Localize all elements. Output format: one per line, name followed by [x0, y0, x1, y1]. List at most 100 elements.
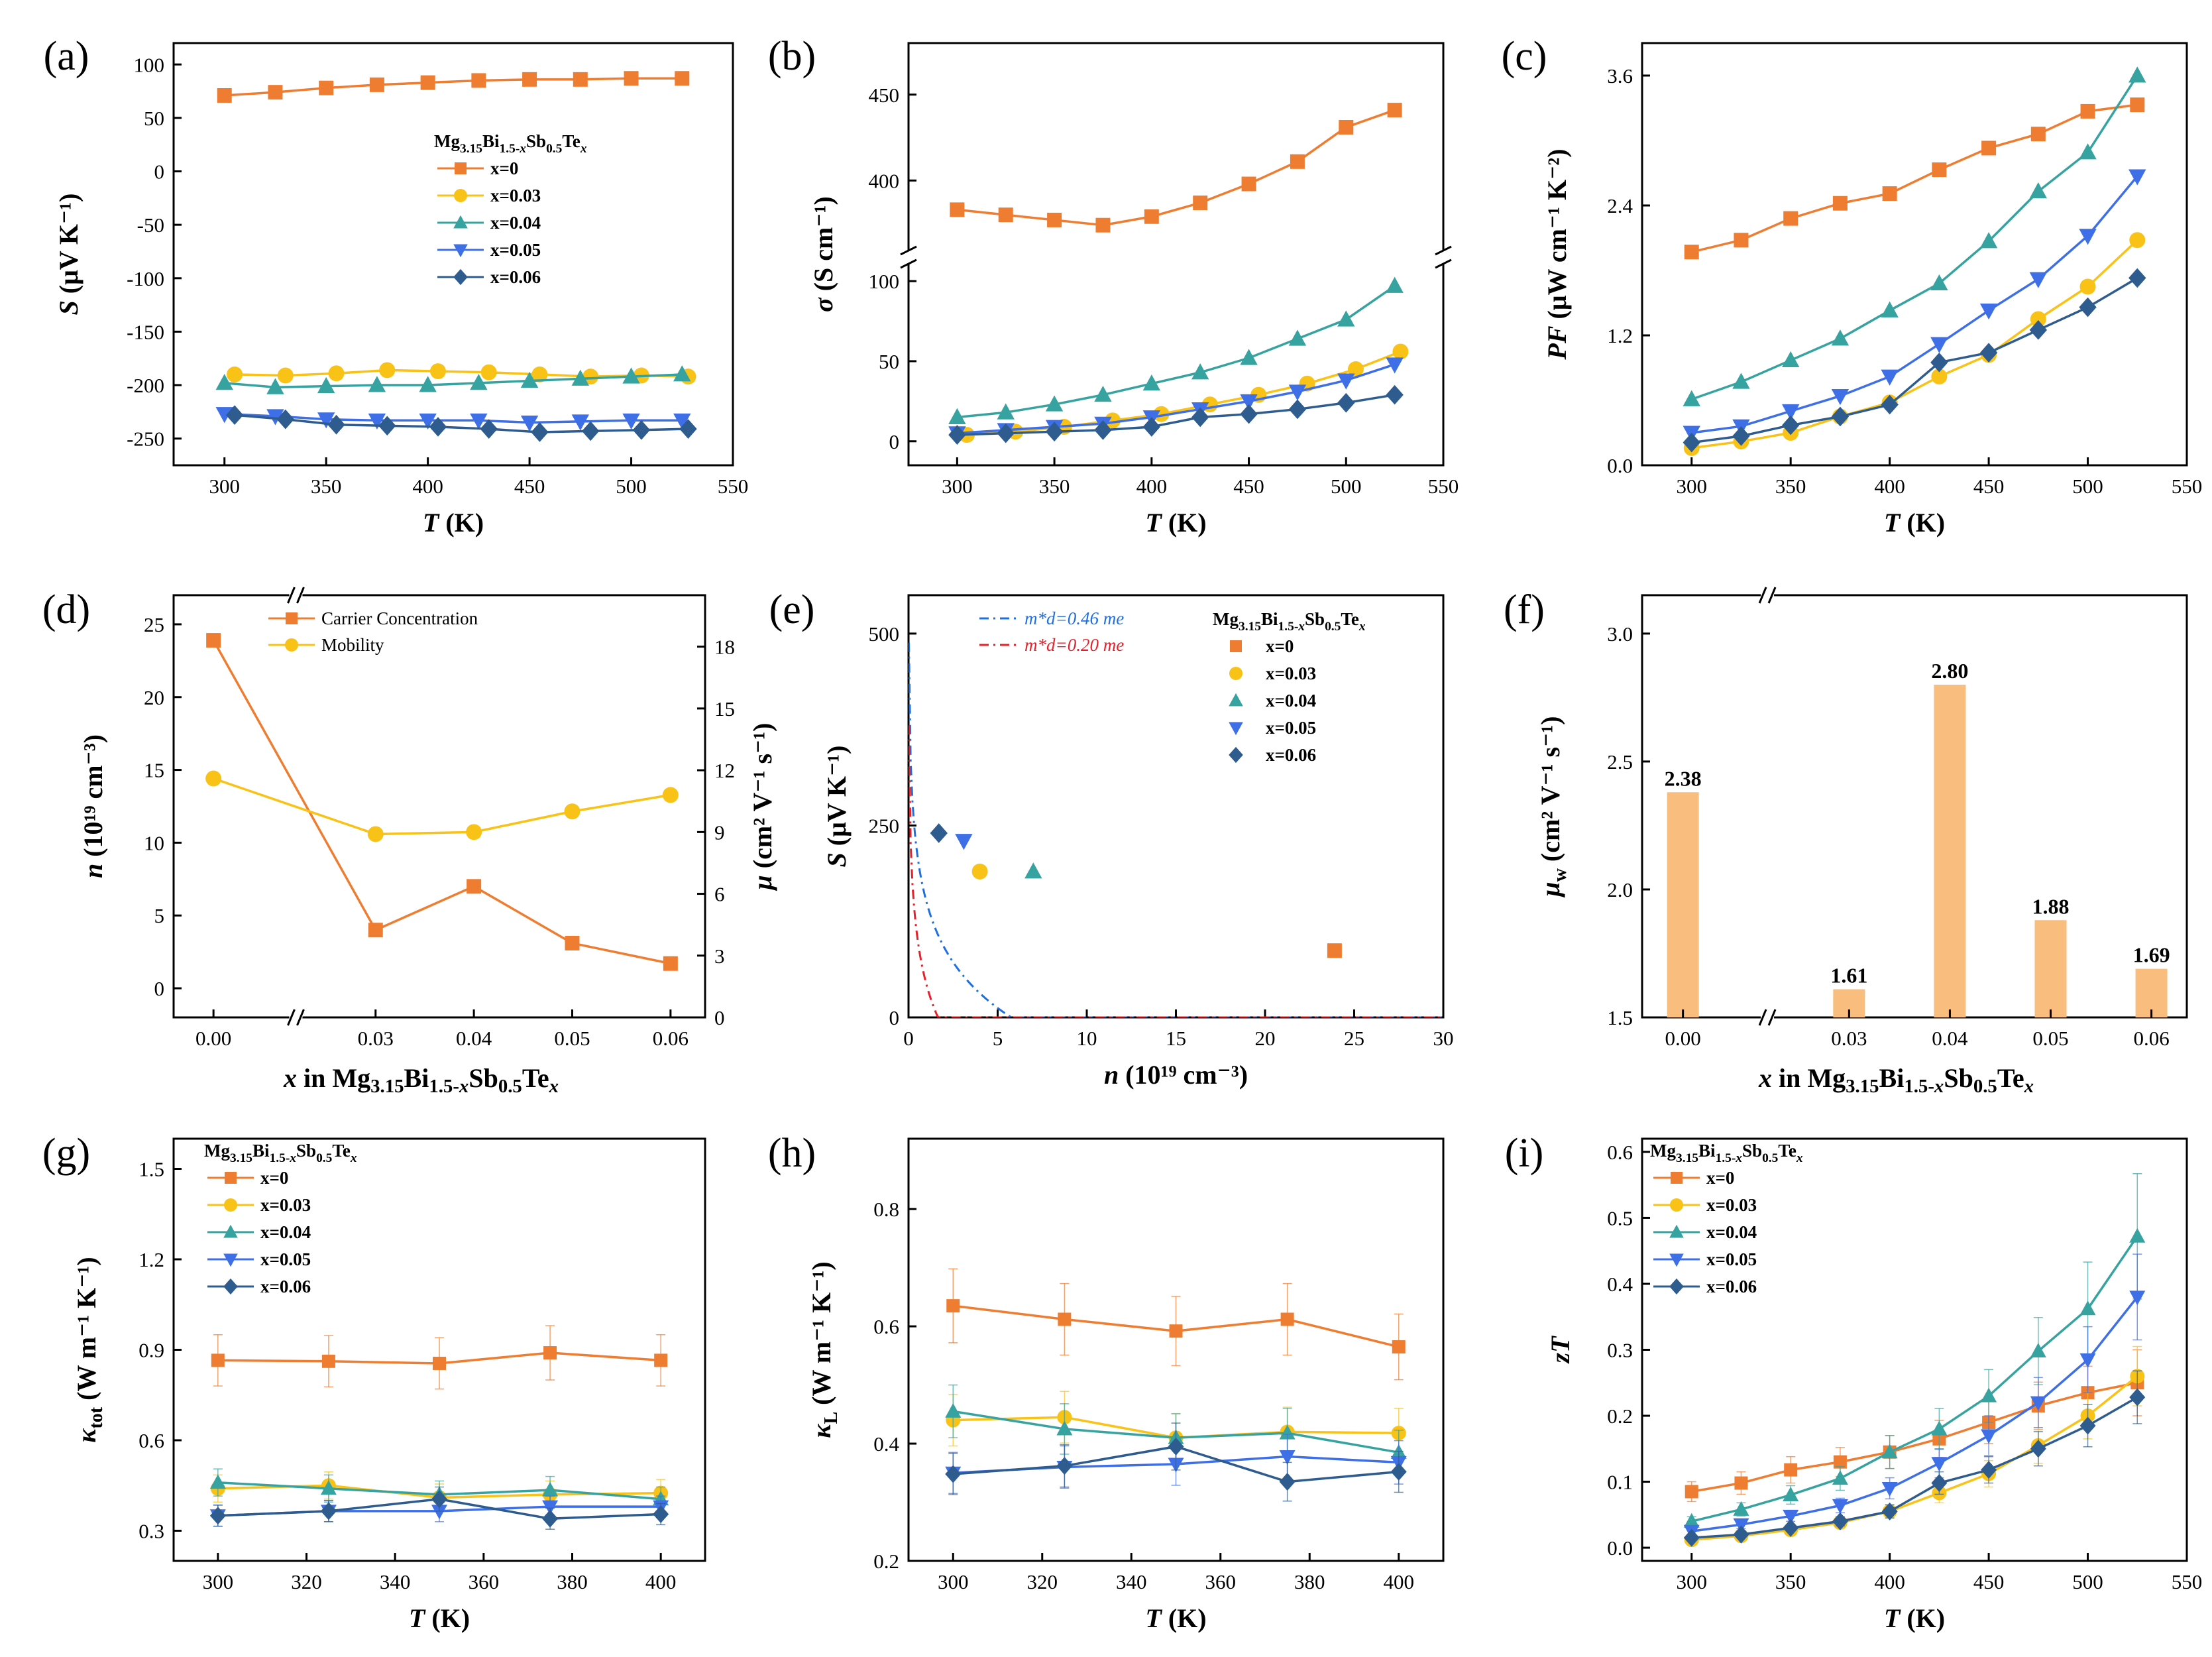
legend-marker [453, 244, 468, 258]
data-point [1881, 369, 1899, 386]
data-point [622, 413, 640, 430]
data-point [227, 366, 243, 382]
y-tick-label: 5 [154, 904, 165, 927]
data-point [209, 1507, 226, 1525]
y-tick-label: 0.8 [873, 1198, 899, 1221]
x-axis-label: x in Mg3.15Bi1.5-xSb0.5Tex [1758, 1063, 2034, 1097]
data-point [320, 1502, 337, 1520]
x-axis-label-unit: (K) [1900, 1603, 1945, 1633]
y-tick-label: 2.0 [1607, 878, 1633, 901]
y-axis-label: PF (μW cm⁻¹ K⁻²) [1542, 148, 1572, 360]
legend-marker [1230, 640, 1242, 652]
data-point [319, 80, 334, 95]
x-tick-label: 500 [616, 475, 647, 498]
data-point [653, 1505, 669, 1523]
data-point [1288, 329, 1307, 346]
x-axis-label-symbol: T [423, 508, 440, 538]
legend-entry-label: x=0 [1706, 1168, 1734, 1188]
data-point [1981, 141, 1997, 156]
data-point [1881, 301, 1899, 317]
y-axis-label: S (μV K⁻¹) [54, 194, 83, 315]
x-tick-label: 0.04 [1932, 1027, 1968, 1050]
data-point [1290, 154, 1305, 169]
y-tick-label: 12 [714, 759, 735, 782]
x-tick-label: 360 [469, 1570, 500, 1593]
y-axis-label-subscript: tot [86, 1406, 107, 1428]
data-point [2030, 311, 2046, 327]
x-tick-label: 360 [1205, 1570, 1237, 1593]
data-point [205, 770, 222, 787]
data-point [1105, 412, 1121, 429]
panel-letter: (h) [768, 1131, 816, 1176]
y-tick-label: 9 [714, 821, 725, 844]
data-point [2079, 1416, 2096, 1435]
series-line [224, 373, 683, 389]
data-point [1337, 392, 1355, 413]
legend-entry-label: m*d=0.20 me [1024, 635, 1124, 655]
legend-entry-label: x=0.04 [1266, 691, 1316, 711]
data-point [2129, 1228, 2146, 1243]
series-line [1691, 75, 2138, 401]
data-point [276, 409, 294, 429]
data-point [2030, 1396, 2046, 1411]
data-point [206, 633, 221, 648]
legend-marker [225, 1172, 237, 1184]
data-point [317, 376, 335, 394]
data-point [431, 1505, 447, 1520]
y-axis-label-symbol: μ [1535, 882, 1565, 897]
data-point [1683, 1513, 1700, 1528]
data-point [1981, 1387, 1997, 1402]
data-point [971, 863, 988, 880]
data-point [1193, 196, 1208, 211]
data-point [2079, 1353, 2096, 1368]
axis-break-mark [1435, 258, 1452, 269]
data-point [470, 374, 488, 390]
y-tick-label: 100 [134, 53, 165, 76]
data-point [950, 202, 965, 217]
y-tick-label: 450 [869, 84, 900, 107]
x-tick-label: 400 [1874, 475, 1905, 498]
x-axis-label: T (K) [423, 508, 484, 538]
data-point [1279, 1473, 1296, 1491]
y-tick-label: 10 [144, 831, 164, 854]
legend-title: Mg3.15Bi1.5-xSb0.5Tex [434, 131, 587, 156]
data-point [1056, 1457, 1073, 1475]
data-point [466, 824, 482, 840]
plot-frame [1641, 42, 2188, 467]
x-axis-label: T (K) [1884, 1603, 1945, 1633]
legend-title: Mg3.15Bi1.5-xSb0.5Tex [204, 1141, 357, 1165]
axis-break-mark [1758, 587, 1767, 604]
data-point [543, 1346, 557, 1360]
panel-letter: (c) [1502, 34, 1547, 79]
legend-entry-label: x=0.03 [1266, 663, 1316, 683]
x-tick-label: 300 [942, 475, 973, 498]
series-line [1691, 276, 2138, 444]
data-point [1932, 162, 1947, 178]
y-tick-label: 15 [714, 697, 735, 720]
x-tick-label: 380 [557, 1570, 588, 1593]
y-tick-label: 250 [869, 814, 900, 837]
data-point [1930, 352, 1948, 372]
legend-entry-label: x=0.03 [260, 1195, 311, 1215]
x-tick-label: 400 [1874, 1570, 1905, 1593]
data-point [1288, 384, 1307, 401]
data-point [1392, 343, 1409, 360]
series-line [957, 393, 1395, 436]
data-point [277, 367, 294, 384]
x-tick-label: 15 [1166, 1027, 1186, 1050]
y-axis-label-unit: (cm² V⁻¹ s⁻¹) [1535, 716, 1565, 868]
x-axis-label: T (K) [409, 1603, 470, 1633]
panel-d: 0.00 0.03 0.04 0.05 0.06 0 5 10 15 20 25 0 3 6 9 12 15 18… [42, 587, 777, 1097]
y-tick-label: 0.5 [1607, 1206, 1633, 1229]
series-line [1691, 103, 2138, 253]
data-point [1781, 415, 1800, 435]
x-tick-label: 0.06 [2133, 1027, 2169, 1050]
plot-frame [172, 594, 706, 1019]
x-tick-label: 0.05 [2032, 1027, 2068, 1050]
data-point [1169, 1324, 1183, 1338]
data-point [1347, 361, 1364, 378]
x-axis-label-symbol: T [1145, 1603, 1162, 1633]
data-point [2029, 272, 2048, 288]
data-point [1390, 1463, 1407, 1481]
